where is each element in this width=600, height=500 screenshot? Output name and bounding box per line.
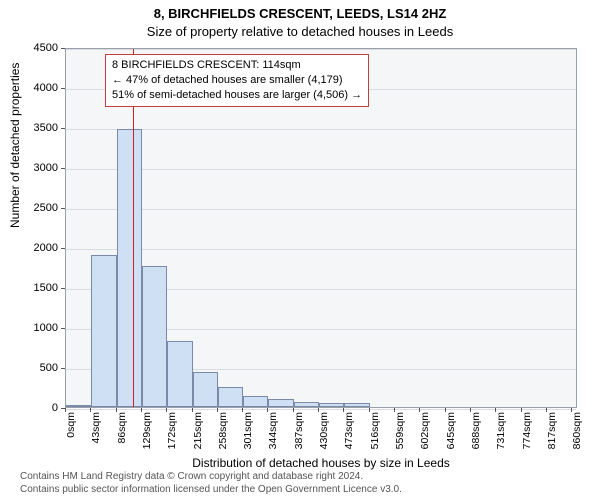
histogram-bar [91, 255, 116, 407]
histogram-bar [344, 403, 369, 407]
y-tick-label: 4500 [18, 42, 58, 54]
y-tick-mark [61, 48, 65, 49]
annotation-line1: 8 BIRCHFIELDS CRESCENT: 114sqm [112, 58, 362, 73]
gridline [66, 209, 576, 210]
x-tick-label: 215sqm [192, 412, 204, 452]
y-tick-label: 3500 [18, 122, 58, 134]
x-tick-label: 301sqm [242, 412, 254, 452]
x-tick-label: 516sqm [369, 412, 381, 452]
x-tick-label: 473sqm [343, 412, 355, 452]
x-tick-label: 172sqm [166, 412, 178, 452]
histogram-bar [319, 403, 344, 407]
x-tick-label: 559sqm [394, 412, 406, 452]
y-tick-mark [61, 208, 65, 209]
histogram-bar [294, 402, 319, 407]
x-tick-label: 645sqm [445, 412, 457, 452]
histogram-bar [243, 396, 268, 407]
chart-title-line2: Size of property relative to detached ho… [0, 24, 600, 39]
y-tick-label: 1000 [18, 322, 58, 334]
x-tick-label: 387sqm [293, 412, 305, 452]
x-tick-label: 344sqm [267, 412, 279, 452]
x-tick-label: 688sqm [470, 412, 482, 452]
annotation-box: 8 BIRCHFIELDS CRESCENT: 114sqm ← 47% of … [105, 54, 369, 107]
y-tick-label: 0 [18, 402, 58, 414]
x-tick-label: 731sqm [495, 412, 507, 452]
footer-attribution: Contains HM Land Registry data © Crown c… [20, 471, 402, 496]
y-tick-mark [61, 168, 65, 169]
x-tick-label: 258sqm [217, 412, 229, 452]
chart-container: 8, BIRCHFIELDS CRESCENT, LEEDS, LS14 2HZ… [0, 0, 600, 500]
gridline [66, 169, 576, 170]
y-tick-label: 2000 [18, 242, 58, 254]
histogram-bar [218, 387, 243, 407]
histogram-bar [268, 399, 293, 407]
x-tick-label: 817sqm [546, 412, 558, 452]
gridline [66, 409, 576, 410]
y-tick-mark [61, 128, 65, 129]
y-tick-mark [61, 248, 65, 249]
y-tick-label: 1500 [18, 282, 58, 294]
y-tick-label: 4000 [18, 82, 58, 94]
y-tick-mark [61, 368, 65, 369]
y-tick-mark [61, 288, 65, 289]
histogram-bar [142, 266, 167, 407]
footer-line2: Contains public sector information licen… [20, 484, 402, 497]
chart-title-line1: 8, BIRCHFIELDS CRESCENT, LEEDS, LS14 2HZ [0, 6, 600, 21]
annotation-line2: ← 47% of detached houses are smaller (4,… [112, 73, 362, 88]
annotation-line3: 51% of semi-detached houses are larger (… [112, 88, 362, 103]
x-tick-label: 0sqm [65, 412, 77, 452]
y-tick-label: 3000 [18, 162, 58, 174]
y-tick-mark [61, 328, 65, 329]
x-tick-label: 86sqm [116, 412, 128, 452]
y-tick-label: 500 [18, 362, 58, 374]
gridline [66, 49, 576, 50]
histogram-bar [167, 341, 192, 407]
gridline [66, 249, 576, 250]
histogram-bar [66, 405, 91, 407]
x-tick-label: 43sqm [90, 412, 102, 452]
y-tick-label: 2500 [18, 202, 58, 214]
gridline [66, 129, 576, 130]
x-tick-label: 430sqm [318, 412, 330, 452]
x-tick-label: 774sqm [521, 412, 533, 452]
histogram-bar [117, 129, 142, 407]
x-axis-label: Distribution of detached houses by size … [65, 456, 577, 470]
histogram-bar [193, 372, 218, 407]
x-tick-label: 602sqm [419, 412, 431, 452]
y-tick-mark [61, 88, 65, 89]
x-tick-label: 860sqm [571, 412, 583, 452]
x-tick-label: 129sqm [141, 412, 153, 452]
footer-line1: Contains HM Land Registry data © Crown c… [20, 471, 402, 484]
